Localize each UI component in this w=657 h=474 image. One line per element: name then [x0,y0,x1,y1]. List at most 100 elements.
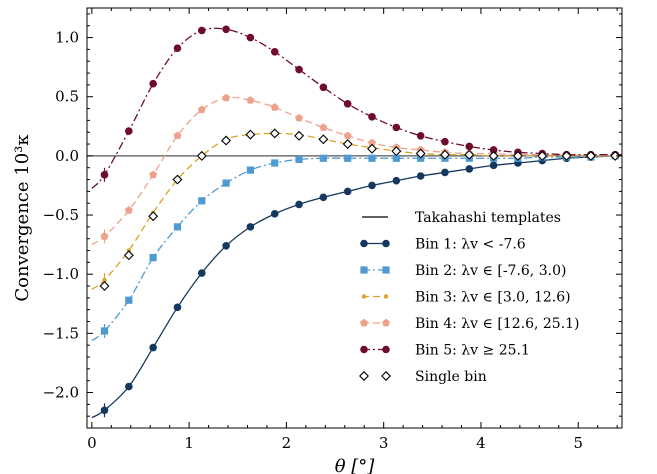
x-tick-label: 1 [184,434,194,452]
series-5-point [222,25,230,34]
series-1-point [465,165,474,173]
x-tick-label: 3 [379,434,389,452]
series-5-point [197,26,206,35]
series-6-point [610,150,621,161]
legend-templates-label: Takahashi templates [415,210,561,226]
series-4-point [100,232,109,240]
legend-marker-3 [383,294,389,299]
y-tick-label: 0.5 [55,88,79,106]
series-5-point [173,44,182,53]
series-5-point [489,146,498,154]
series-6-point [561,150,572,161]
series-3-point [102,277,107,283]
legend-marker-3 [361,294,367,299]
series-2-point [368,154,376,162]
series-5-point [465,142,474,151]
series-6-point [439,149,450,160]
series-1-curve [91,155,623,419]
series-5-point [295,65,303,74]
series-1-point [416,172,425,180]
y-tick-label: −1.5 [43,324,79,342]
series-2-point [319,154,327,162]
series-1-point [222,242,230,250]
series-6-point [367,143,377,154]
series-2-point [149,254,157,262]
series-1-point [392,176,401,185]
series-6-point [537,150,548,161]
series-6-point [342,139,353,150]
series-2-point [222,179,230,187]
x-tick-label: 2 [282,434,292,452]
series-1-point [489,161,498,170]
series-6-point [245,129,256,140]
series-1-point [368,181,376,190]
legend-marker-1 [382,239,390,248]
x-axis-label: θ [°] [335,456,376,474]
legend-label-4: Bin 4: λv ∈ [12.6, 25.1) [415,316,580,332]
series-1-point [246,223,255,231]
legend-label-1: Bin 1: λv < -7.6 [415,237,526,253]
series-1-point [295,200,303,209]
legend-marker-2 [360,266,368,274]
series-5-point [246,33,255,42]
y-tick-label: 1.0 [55,29,79,47]
series-2-point [173,223,182,231]
plot-frame [86,7,623,429]
legend: Takahashi templates Bin 1: λv < -7.6 Bin 2… [359,210,580,385]
series-4-point [343,131,352,140]
axis-ticks: 0 1 2 3 4 5 1.0 0.5 0.0 −0.5 −1.0 −1.5 −2.0 [43,8,622,452]
legend-label-3: Bin 3: λv ∈ [3.0, 12.6) [415,290,571,306]
series-2-point [198,197,206,205]
legend-marker-5 [360,345,368,354]
series-1-point [173,303,182,312]
series-1-point [441,168,449,177]
series-5-point [125,127,133,135]
legend-marker-4 [382,318,390,327]
series-4-point [197,105,206,114]
series-1-point [197,269,206,277]
series-4-point [295,113,304,122]
series-2-point [295,155,303,164]
x-tick-label: 4 [476,434,486,452]
series-5-point [441,137,449,146]
y-tick-label: −1.0 [43,265,79,283]
legend-label-5: Bin 5: λv ≥ 25.1 [415,343,530,359]
series-5-point [100,171,109,179]
series-2-point [125,296,133,304]
series-6-point [488,150,499,161]
series-6-point [415,148,426,159]
series-5-point [149,79,157,88]
series-4-point [124,206,133,214]
series-6-point [123,250,134,261]
legend-label-2: Bin 2: λv ∈ [-7.6, 3.0) [415,263,566,279]
series-1-point [100,406,109,415]
series-4-point [368,138,376,147]
series-2-point [344,154,352,162]
legend-marker-4 [360,318,368,327]
series-1-point [319,193,328,202]
series-5-curve [91,27,622,189]
series-1-point [343,187,352,196]
series-1-point [149,343,157,352]
series-6-point [148,211,159,222]
x-tick-label: 0 [87,434,97,452]
y-tick-label: −2.0 [43,384,79,402]
legend-marker-2 [382,266,390,274]
legend-marker-6 [381,371,391,381]
series-4-point [319,123,328,131]
series-2-point [271,159,279,167]
series-6-point [318,134,329,145]
series-5-point [343,100,352,108]
y-tick-label: 0.0 [55,147,79,165]
series-6-point [99,281,110,292]
series-2-point [100,327,109,335]
series-5-point [368,113,376,121]
series-4-point [222,93,231,102]
series-4-point [149,170,158,179]
series-5-point [319,83,328,92]
series-5-point [392,123,401,132]
series-4-point [173,131,182,140]
series-5-point [270,47,279,56]
legend-label-6: Single bin [415,369,487,385]
